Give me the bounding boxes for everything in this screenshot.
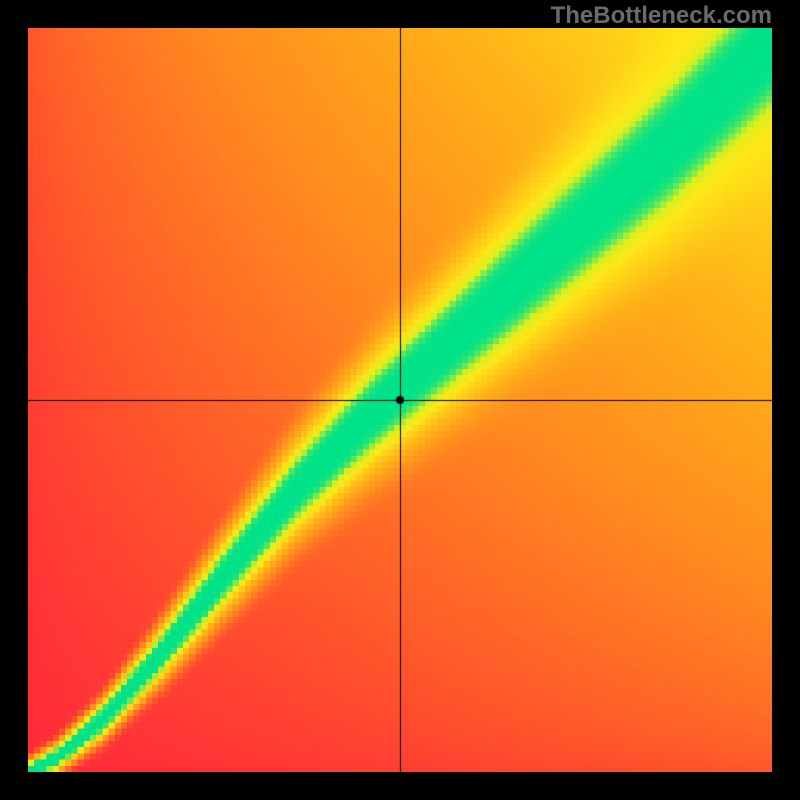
watermark-text: TheBottleneck.com [551, 2, 772, 30]
chart-stage: TheBottleneck.com [0, 0, 800, 800]
crosshair-overlay [28, 28, 772, 772]
